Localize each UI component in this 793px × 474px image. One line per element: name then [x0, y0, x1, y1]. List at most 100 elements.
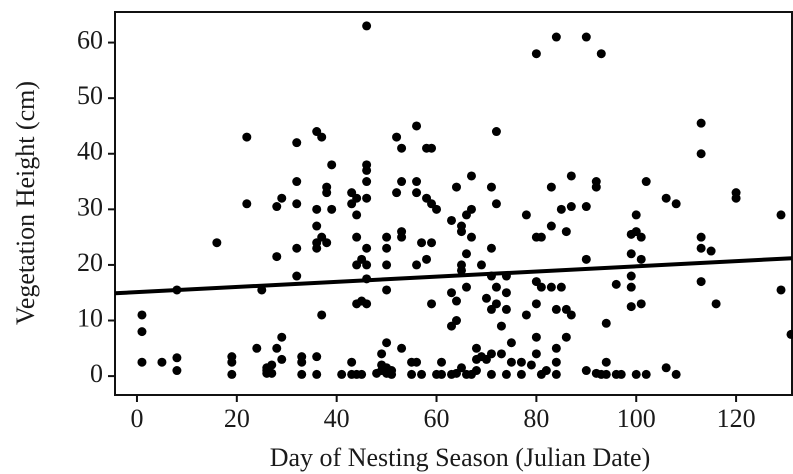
point — [456, 265, 466, 275]
point — [551, 357, 561, 367]
y-tick-label: 30 — [77, 192, 103, 221]
point — [696, 277, 706, 287]
point — [357, 369, 367, 379]
point — [526, 360, 536, 370]
point — [501, 288, 511, 298]
point — [312, 369, 322, 379]
point — [437, 369, 447, 379]
point — [292, 243, 302, 253]
point — [636, 254, 646, 264]
point — [611, 279, 621, 289]
point — [491, 299, 501, 309]
point — [292, 271, 302, 281]
point — [566, 171, 576, 181]
point — [581, 254, 591, 264]
point — [312, 352, 322, 362]
point — [456, 221, 466, 231]
point — [711, 299, 721, 309]
point — [786, 329, 793, 339]
point — [516, 357, 526, 367]
x-axis-title: Day of Nesting Season (Julian Date) — [270, 443, 651, 472]
point — [501, 369, 511, 379]
point — [531, 49, 541, 59]
x-tick-label: 20 — [224, 404, 250, 433]
point — [272, 343, 282, 353]
point — [566, 310, 576, 320]
point — [536, 232, 546, 242]
point — [641, 177, 651, 187]
point — [551, 343, 561, 353]
point — [461, 282, 471, 292]
point — [556, 204, 566, 214]
point — [561, 332, 571, 342]
x-tick-label: 0 — [130, 404, 143, 433]
point — [327, 204, 337, 214]
point — [546, 282, 556, 292]
y-tick-label: 60 — [77, 26, 103, 55]
point — [696, 243, 706, 253]
point — [382, 338, 392, 348]
point — [297, 357, 307, 367]
y-tick-label: 10 — [77, 303, 103, 332]
point — [581, 202, 591, 212]
point — [227, 357, 237, 367]
point — [566, 202, 576, 212]
point — [486, 243, 496, 253]
point — [486, 182, 496, 192]
y-tick-label: 40 — [77, 137, 103, 166]
point — [466, 204, 476, 214]
point — [412, 357, 422, 367]
point — [312, 243, 322, 253]
point — [392, 188, 402, 198]
point — [362, 177, 372, 187]
point — [661, 193, 671, 203]
point — [546, 221, 556, 231]
point — [491, 199, 501, 209]
point — [536, 282, 546, 292]
point — [546, 182, 556, 192]
point — [437, 357, 447, 367]
point — [581, 366, 591, 376]
point — [561, 227, 571, 237]
point — [501, 304, 511, 314]
point — [731, 193, 741, 203]
point — [172, 366, 182, 376]
point — [521, 210, 531, 220]
plot-frame — [114, 11, 793, 396]
point — [531, 299, 541, 309]
point — [476, 260, 486, 270]
point — [451, 296, 461, 306]
point — [292, 199, 302, 209]
point — [427, 238, 437, 248]
point — [447, 215, 457, 225]
point — [382, 243, 392, 253]
point — [601, 318, 611, 328]
point — [242, 199, 252, 209]
point — [626, 282, 636, 292]
point — [362, 165, 372, 175]
trend-line — [114, 256, 793, 296]
point — [322, 188, 332, 198]
point — [382, 232, 392, 242]
point — [596, 49, 606, 59]
point — [696, 232, 706, 242]
point — [451, 316, 461, 326]
point — [471, 343, 481, 353]
point — [317, 310, 327, 320]
point — [496, 349, 506, 359]
point — [397, 232, 407, 242]
point — [377, 349, 387, 359]
point — [551, 369, 561, 379]
point — [157, 357, 167, 367]
point — [481, 293, 491, 303]
y-tick-label: 20 — [77, 248, 103, 277]
point — [636, 299, 646, 309]
point — [362, 243, 372, 253]
point — [352, 193, 362, 203]
y-tick-label: 0 — [90, 359, 103, 388]
point — [456, 363, 466, 373]
point — [466, 232, 476, 242]
x-tick-label: 40 — [324, 404, 350, 433]
point — [387, 366, 397, 376]
point — [671, 199, 681, 209]
